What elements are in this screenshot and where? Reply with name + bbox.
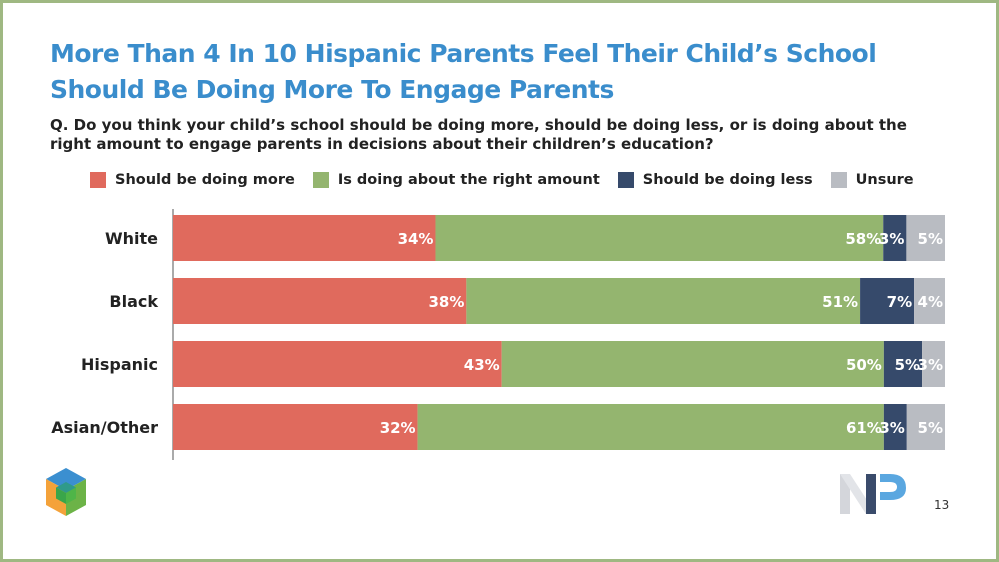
bar-segment	[883, 404, 907, 450]
data-label: 3%	[879, 419, 904, 437]
data-label: 32%	[380, 419, 416, 437]
legend-item-right-amount: Is doing about the right amount	[312, 172, 600, 188]
chart-legend: Should be doing more Is doing about the …	[90, 172, 932, 188]
survey-question: Q. Do you think your child’s school shou…	[50, 116, 907, 153]
legend-label-right-amount: Is doing about the right amount	[337, 172, 600, 188]
slide-title: More Than 4 In 10 Hispanic Parents Feel …	[50, 39, 877, 104]
legend-swatch-unsure	[830, 172, 847, 188]
bar-segment	[501, 341, 884, 387]
category-label: White	[105, 229, 158, 248]
data-label: 3%	[918, 356, 943, 374]
data-label: 43%	[464, 356, 500, 374]
data-label: 5%	[918, 230, 943, 248]
legend-item-less: Should be doing less	[617, 172, 813, 188]
page-number: 13	[934, 498, 950, 512]
data-label: 7%	[887, 293, 912, 311]
legend-swatch-more	[90, 172, 106, 188]
cube-logo-icon	[46, 468, 86, 516]
category-label: Hispanic	[81, 355, 158, 374]
legend-swatch-less	[617, 172, 634, 188]
data-label: 38%	[428, 293, 464, 311]
data-label: 51%	[822, 293, 858, 311]
legend-label-unsure: Unsure	[855, 172, 914, 188]
legend-item-unsure: Unsure	[830, 172, 914, 188]
bar-segment	[435, 215, 884, 261]
data-label: 34%	[398, 230, 434, 248]
bar-segment	[173, 404, 418, 450]
data-label: 50%	[846, 356, 882, 374]
category-label: Asian/Other	[51, 418, 158, 437]
data-label: 58%	[845, 230, 881, 248]
bar-segment	[922, 341, 945, 387]
legend-label-more: Should be doing more	[115, 172, 295, 188]
data-label: 5%	[918, 419, 943, 437]
legend-swatch-right-amount	[312, 172, 329, 188]
data-label: 4%	[918, 293, 943, 311]
bar-segment	[173, 341, 502, 387]
legend-item-more: Should be doing more	[90, 172, 295, 188]
bar-segment	[466, 278, 861, 324]
bar-segment	[914, 278, 945, 324]
bar-segment	[883, 341, 923, 387]
data-label: 3%	[879, 230, 904, 248]
bar-segment	[883, 215, 907, 261]
bar-segment	[173, 278, 467, 324]
data-label: 5%	[895, 356, 920, 374]
bar-segment	[906, 215, 945, 261]
legend-label-less: Should be doing less	[642, 172, 813, 188]
category-label: Black	[109, 292, 158, 311]
bar-segment	[417, 404, 884, 450]
np-logo-icon	[840, 474, 906, 514]
bar-segment	[173, 215, 436, 261]
bar-segment	[906, 404, 945, 450]
bar-segment	[860, 278, 915, 324]
data-label: 61%	[846, 419, 882, 437]
